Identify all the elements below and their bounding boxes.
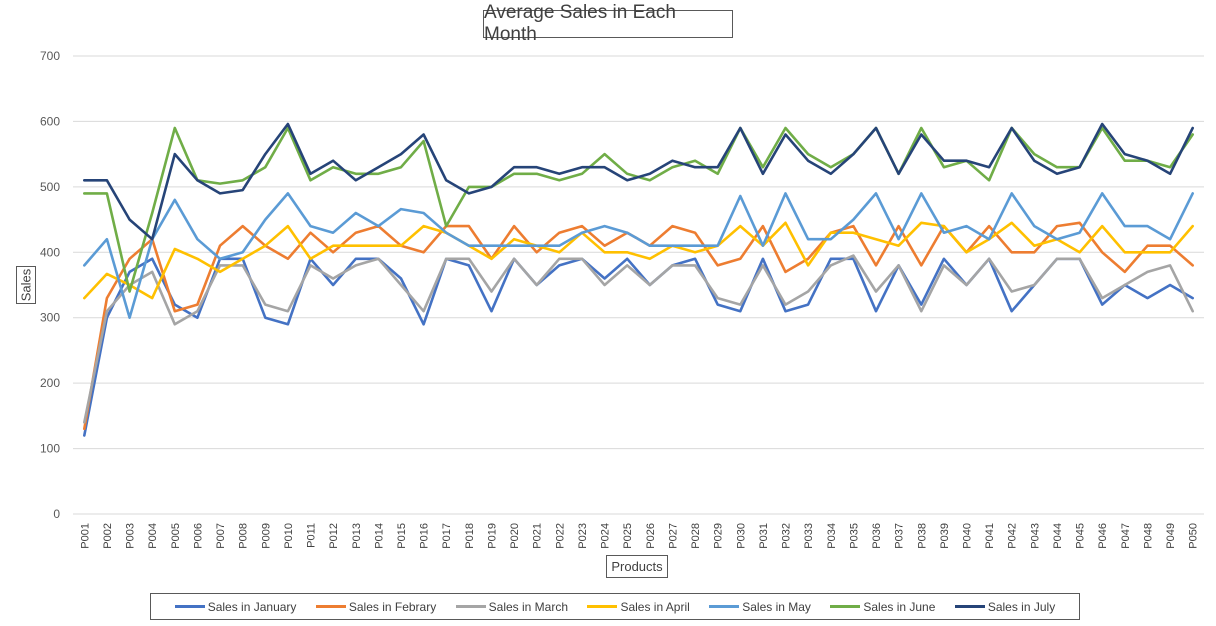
legend-swatch: [587, 605, 618, 608]
series-line-sales-in-january: [83, 257, 1194, 437]
x-tick-label: P020: [509, 523, 521, 549]
x-tick-label: P039: [939, 523, 951, 549]
legend-item: Sales in March: [455, 599, 569, 614]
legend-item: Sales in May: [709, 600, 811, 614]
series-line-sales-in-july: [83, 122, 1194, 241]
x-tick-label: P023: [577, 523, 589, 549]
legend-label: Sales in April: [620, 599, 690, 614]
x-tick-label: P021: [532, 523, 544, 549]
series-line-sales-in-june: [83, 126, 1194, 293]
x-tick-label: P017: [441, 523, 453, 549]
legend-label: Sales in May: [742, 599, 811, 614]
x-axis-tick-labels: P001 P002 P003 P004 P005 P006 P007 P008 P009 P010…: [79, 523, 1199, 549]
x-tick-label: P013: [351, 523, 363, 549]
x-tick-label: P033: [803, 523, 815, 549]
x-tick-label: P002: [102, 523, 114, 549]
legend-label: Sales in June: [863, 599, 936, 614]
x-tick-label: P014: [373, 523, 385, 549]
x-tick-label: P009: [260, 523, 272, 549]
legend-label: Sales in July: [987, 599, 1056, 614]
x-tick-label: P030: [735, 523, 747, 549]
x-tick-label: P004: [147, 523, 159, 549]
y-tick-label: 500: [40, 180, 60, 194]
x-tick-label: P045: [1075, 523, 1087, 549]
legend-swatch: [954, 605, 985, 608]
legend-swatch: [315, 605, 346, 608]
series-line-sales-in-march: [83, 254, 1194, 424]
legend-label: Sales in Febrary: [348, 599, 437, 614]
series-line-sales-in-april: [83, 221, 1194, 300]
legend-swatch: [455, 605, 486, 608]
x-tick-label: P027: [667, 523, 679, 549]
legend-item: Sales in July: [954, 599, 1056, 614]
y-tick-label: 200: [40, 376, 60, 390]
x-tick-label: P041: [984, 523, 996, 549]
x-tick-label: P031: [758, 523, 770, 549]
y-tick-label: 100: [40, 442, 60, 456]
legend-swatch: [174, 605, 205, 608]
x-tick-label: P003: [125, 523, 137, 549]
x-tick-label: P029: [713, 523, 725, 549]
x-tick-label: P036: [871, 523, 883, 549]
x-tick-label: P040: [961, 523, 973, 549]
x-tick-label: P028: [690, 523, 702, 549]
series-line-sales-in-may: [83, 192, 1194, 320]
legend-item: Sales in January: [174, 599, 297, 614]
y-tick-label: 600: [40, 114, 60, 128]
x-tick-label: P026: [645, 523, 657, 549]
x-tick-label: P048: [1142, 523, 1154, 549]
y-axis-tick-labels: 0 100 200 300 400 500 600 700: [40, 49, 60, 521]
x-tick-label: P008: [238, 523, 250, 549]
y-tick-label: 700: [40, 49, 60, 63]
x-tick-label: P010: [283, 523, 295, 549]
x-tick-label: P015: [396, 523, 408, 549]
x-tick-label: P050: [1188, 523, 1200, 549]
y-axis-title-box: Sales: [16, 266, 36, 304]
legend-item: Sales in June: [830, 600, 935, 614]
legend: Sales in January Sales in Febrary Sales in…: [150, 593, 1080, 620]
x-tick-label: P007: [215, 523, 227, 549]
x-tick-label: P044: [1052, 523, 1064, 549]
x-tick-label: P049: [1165, 523, 1177, 549]
x-tick-label: P037: [894, 523, 906, 549]
legend-swatch: [709, 605, 740, 608]
x-tick-label: P025: [622, 523, 634, 549]
legend-label: Sales in January: [207, 599, 297, 614]
x-tick-label: P046: [1097, 523, 1109, 549]
x-tick-label: P024: [600, 523, 612, 549]
chart-title: Average Sales in Each Month: [483, 2, 733, 45]
y-tick-label: 400: [40, 245, 60, 259]
x-tick-label: P043: [1029, 523, 1041, 549]
x-tick-label: P022: [554, 523, 566, 549]
x-tick-label: P001: [79, 523, 91, 549]
legend-swatch: [830, 605, 861, 608]
x-tick-label: P012: [328, 523, 340, 549]
x-tick-label: P034: [826, 523, 838, 549]
y-axis-title: Sales: [18, 268, 34, 302]
x-tick-label: P019: [486, 523, 498, 549]
gridlines: [73, 55, 1204, 515]
x-tick-label: P011: [306, 523, 318, 548]
x-tick-label: P032: [781, 523, 793, 549]
x-tick-label: P035: [848, 523, 860, 549]
y-tick-label: 300: [40, 311, 60, 325]
x-tick-label: P005: [170, 523, 182, 549]
legend-item: Sales in April: [587, 599, 690, 614]
legend-item: Sales in Febrary: [315, 599, 437, 614]
x-tick-label: P042: [1007, 523, 1019, 549]
x-tick-label: P018: [464, 523, 476, 549]
x-tick-label: P016: [419, 523, 431, 549]
x-tick-label: P006: [192, 523, 204, 549]
series-lines: [83, 122, 1194, 437]
x-tick-label: P047: [1120, 523, 1132, 549]
legend-label: Sales in March: [488, 599, 569, 614]
x-tick-label: P038: [916, 523, 928, 549]
y-tick-label: 0: [53, 507, 60, 521]
x-axis-title: Products: [606, 555, 668, 578]
